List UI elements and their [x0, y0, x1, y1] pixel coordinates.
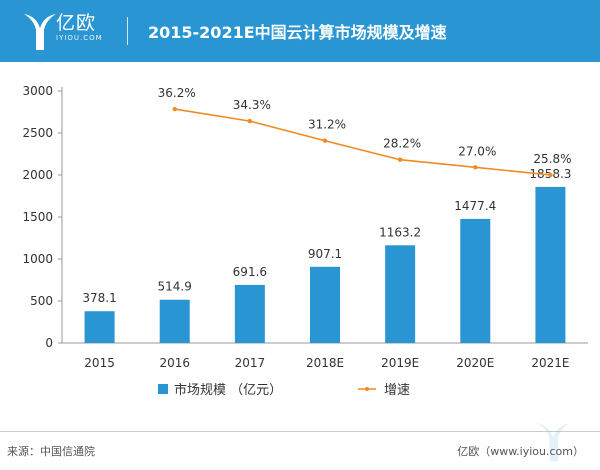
y-tick-label: 1500 [22, 210, 53, 224]
growth-point [397, 157, 403, 162]
iyiou-logo-icon [24, 14, 56, 50]
growth-value-label: 27.0% [458, 144, 496, 158]
legend-line-label: 增速 [384, 383, 410, 398]
growth-point [322, 138, 328, 143]
growth-value-label: 28.2% [383, 137, 421, 151]
x-tick-label: 2018E [306, 356, 344, 370]
y-tick-label: 0 [45, 336, 53, 350]
bar [460, 218, 491, 343]
bar [234, 284, 265, 343]
bar-value-label: 378.1 [82, 291, 116, 305]
y-tick-label: 2500 [22, 126, 53, 140]
growth-value-label: 31.2% [308, 118, 346, 132]
legend-bar-label: 市场规模 （亿元） [174, 382, 282, 398]
header-bar: 亿欧 IYIOU.COM 2015-2021E中国云计算市场规模及增速 [0, 0, 600, 62]
y-tick-label: 3000 [22, 84, 53, 98]
legend-bar-swatch [158, 384, 168, 394]
growth-point [548, 172, 553, 178]
growth-value-label: 36.2% [158, 86, 196, 100]
bar-value-label: 691.6 [233, 265, 267, 279]
x-tick-label: 2021E [531, 356, 569, 370]
bar [535, 186, 566, 343]
growth-line [174, 108, 551, 176]
bar [159, 299, 190, 343]
y-tick-label: 1000 [22, 252, 53, 266]
brand-url: IYIOU.COM [56, 34, 103, 42]
footer-divider [0, 431, 600, 432]
x-tick-label: 2016 [159, 356, 190, 370]
growth-point [473, 165, 478, 170]
growth-value-label: 34.3% [233, 98, 271, 112]
growth-value-label: 25.8% [533, 152, 571, 166]
header-divider [127, 17, 128, 45]
chart-area: 0 500 1000 1500 2000 2500 3000 378.1 514.9 691.6 9… [22, 84, 588, 398]
x-tick-label: 2020E [456, 356, 494, 370]
bar-value-label: 1477.4 [454, 199, 496, 213]
growth-point [172, 106, 177, 112]
bar [385, 245, 416, 343]
growth-point [247, 118, 253, 124]
bar-value-label: 1163.2 [379, 225, 421, 239]
page-title: 2015-2021E中国云计算市场规模及增速 [148, 23, 447, 42]
brand-name: 亿欧 [56, 12, 97, 34]
watermark-logo-icon [536, 422, 570, 462]
x-tick-label: 2019E [381, 356, 419, 370]
x-tick-label: 2015 [84, 356, 115, 370]
legend-line-marker [365, 387, 369, 391]
bar [310, 266, 340, 343]
bar-value-label: 514.9 [158, 280, 192, 294]
bar-value-label: 907.1 [308, 247, 342, 261]
y-tick-label: 2000 [22, 168, 53, 182]
source-note: 来源：中国信通院 [7, 445, 95, 458]
y-tick-label: 500 [30, 294, 53, 308]
bar [84, 311, 115, 343]
credit-note: 亿欧（www.iyiou.com） [457, 445, 584, 458]
x-tick-label: 2017 [235, 356, 266, 370]
